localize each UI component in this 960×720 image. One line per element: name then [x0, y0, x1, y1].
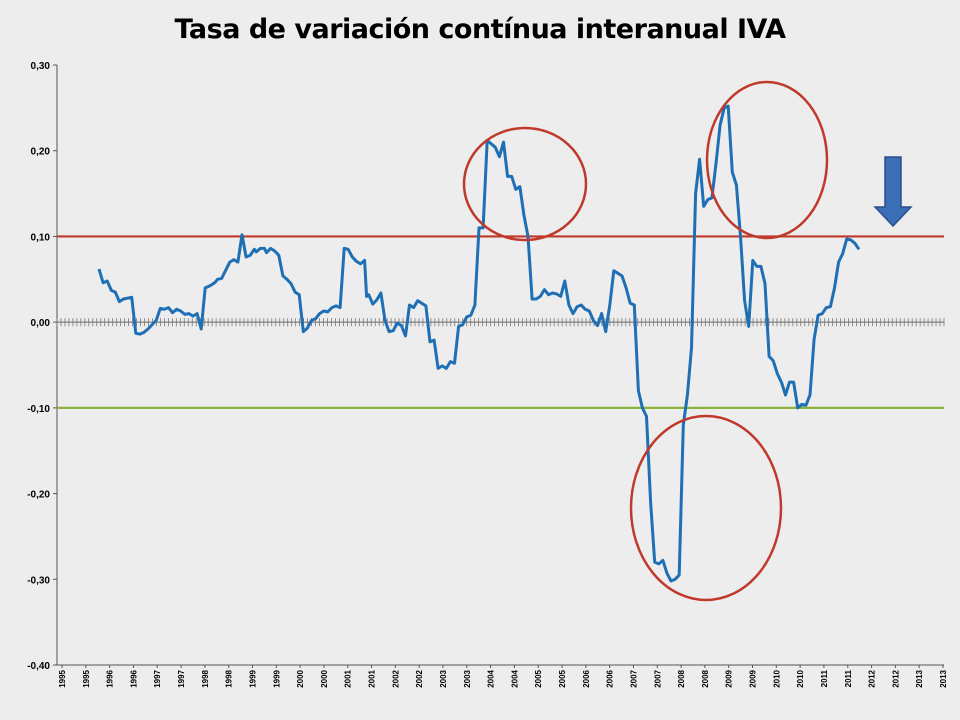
- x-tick-label: 2007: [653, 669, 662, 687]
- y-tick-label: -0,10: [27, 404, 50, 415]
- chart-title: Tasa de variación contínua interanual IV…: [174, 14, 786, 45]
- x-tick-label: 1998: [201, 669, 210, 687]
- down-arrow-icon: [873, 156, 913, 228]
- x-tick-label: 2010: [772, 669, 781, 687]
- x-tick-label: 2009: [749, 669, 758, 687]
- x-axis: 1995 1995 1996 1996 1997 1997 1998 1998 1999 1999…: [56, 318, 948, 688]
- x-tick-label: 2004: [487, 669, 496, 687]
- y-tick-label: 0,10: [31, 232, 51, 243]
- x-tick-label: 1995: [82, 669, 91, 687]
- data-series-line: [97, 104, 861, 583]
- highlight-ellipse: [629, 414, 783, 602]
- x-tick-label: 2007: [629, 669, 638, 687]
- x-tick-label: 2005: [534, 669, 543, 687]
- x-tick-label: 1995: [58, 669, 67, 687]
- x-tick-label: 2000: [296, 669, 305, 687]
- y-tick-label: 0,20: [31, 147, 51, 158]
- highlight-ellipse: [705, 80, 829, 240]
- x-tick-label: 1996: [129, 669, 138, 687]
- x-tick-label: 2003: [439, 669, 448, 687]
- x-tick-label: 1998: [225, 669, 234, 687]
- y-tick-label: 0,00: [31, 318, 51, 329]
- y-axis: 0,30 0,20 0,10 0,00 -0,10 -0,20 -0,30 -0,40: [27, 61, 58, 672]
- y-tick-label: -0,20: [27, 490, 50, 501]
- x-tick-label: 2001: [344, 669, 353, 687]
- annotations: [462, 80, 913, 602]
- x-tick-label: 2002: [415, 669, 424, 687]
- x-tick-label: 2006: [582, 669, 591, 687]
- x-tick-label: 2013: [939, 669, 948, 687]
- x-tick-label: 2008: [701, 669, 710, 687]
- x-tick-label: 1996: [106, 669, 115, 687]
- series-layer: [97, 104, 861, 583]
- x-tick-label: 2005: [558, 669, 567, 687]
- y-tick-label: -0,40: [27, 661, 50, 672]
- x-tick-label: 2006: [606, 669, 615, 687]
- x-tick-label: 2012: [868, 669, 877, 687]
- x-tick-label: 2013: [915, 669, 924, 687]
- x-tick-label: 2000: [320, 669, 329, 687]
- x-tick-label: 2008: [677, 669, 686, 687]
- x-tick-label: 1999: [272, 669, 281, 687]
- highlight-ellipse: [462, 126, 588, 242]
- x-tick-label: 1997: [153, 669, 162, 687]
- x-tick-label: 2002: [391, 669, 400, 687]
- x-tick-label: 2011: [844, 669, 853, 687]
- x-tick-label: 2004: [510, 669, 519, 687]
- x-tick-label: 2010: [796, 669, 805, 687]
- x-tick-label: 2011: [820, 669, 829, 687]
- x-tick-label: 2009: [725, 669, 734, 687]
- y-tick-label: 0,30: [31, 61, 51, 72]
- x-tick-label: 1999: [248, 669, 257, 687]
- y-tick-label: -0,30: [27, 575, 50, 586]
- x-tick-label: 2003: [463, 669, 472, 687]
- x-tick-label: 2012: [891, 669, 900, 687]
- x-tick-label: 1997: [177, 669, 186, 687]
- x-tick-label: 2001: [368, 669, 377, 687]
